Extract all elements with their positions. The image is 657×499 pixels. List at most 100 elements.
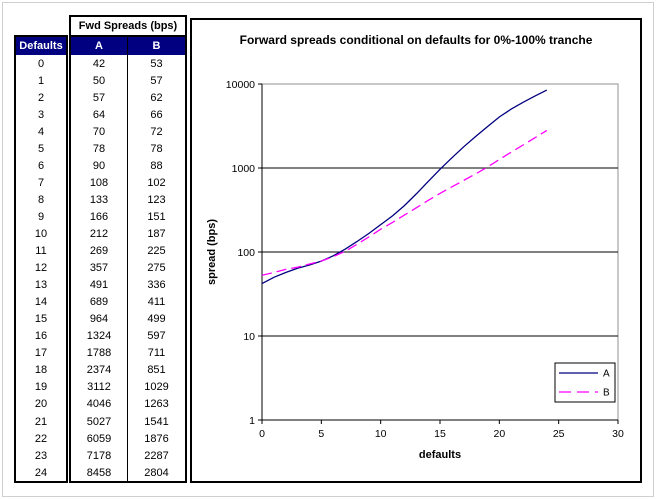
chart-title: Forward spreads conditional on defaults … [239,33,593,47]
table-cell-a: 42 [92,57,106,70]
x-tick-label: 0 [259,428,265,440]
table-cell-b: 499 [147,313,166,326]
table-cell-defaults: 22 [34,432,48,445]
table-cell-b: 57 [150,74,163,87]
table-cell-a: 1324 [86,330,112,343]
table-cell-defaults: 0 [37,57,45,70]
table-cell-defaults: 2 [37,91,45,104]
table-cell-b: 225 [147,245,166,258]
defaults-cells: 0 1 2 3 4 5 6 7 8 9 10 11 12 13 14 15 16 17 18 19 20 21 22 23 24 [16,55,66,481]
y-tick-label: 1 [249,415,255,427]
table-cell-a: 689 [89,296,109,309]
table-cell-a: 2374 [86,364,112,377]
table-cell-b: 1541 [144,415,169,428]
table-title: Fwd Spreads (bps) [69,15,187,37]
table-cell-b: 1876 [144,432,169,445]
table-cell-b: 711 [147,347,166,360]
table-cell-b: 187 [147,227,166,240]
table-cell-defaults: 12 [34,262,48,275]
defaults-column-header: Defaults [16,37,66,55]
column-b-header: B [128,37,185,55]
table-cell-a: 269 [89,245,109,258]
table-cell-a: 90 [92,159,106,172]
table-cell-defaults: 11 [35,245,47,258]
column-b-cells: 53 57 62 66 72 78 88 102 123 151 187 225 275 336 411 49… [128,55,185,481]
table-cell-a: 491 [89,279,109,292]
table-cell-a: 4046 [86,398,112,411]
plot-area-svg: 1 10 100 1000 10000 0 5 10 15 20 25 30 AB [226,79,624,440]
table-cell-defaults: 7 [37,176,45,189]
table-cell-defaults: 18 [34,364,48,377]
table-cell-b: 597 [147,330,166,343]
table-cell-defaults: 10 [34,227,48,240]
table-cell-b: 53 [150,57,163,70]
table-cell-defaults: 24 [34,466,48,479]
table-cell-b: 66 [150,108,163,121]
table-cell-defaults: 23 [34,449,48,462]
table-cell-a: 7178 [86,449,112,462]
series-B-line [261,129,548,276]
table-cell-a: 964 [89,313,109,326]
table-cell-defaults: 16 [34,330,48,343]
table-cell-defaults: 6 [37,159,45,172]
table-cell-b: 123 [147,193,166,206]
table-cell-a: 212 [89,227,109,240]
defaults-column: Defaults 0 1 2 3 4 5 6 7 8 9 10 11 12 13 14 15 16 17 18 19 2… [14,35,68,483]
table-cell-a: 1788 [86,347,112,360]
x-tick-label: 20 [493,428,505,440]
table-cell-defaults: 19 [34,381,48,394]
table-cell-a: 64 [92,108,106,121]
spreads-table: A 42 50 57 64 70 78 90 108 133 166 212 269 357 491 689… [69,35,187,483]
table-cell-defaults: 14 [34,296,48,309]
table-cell-b: 88 [150,159,163,172]
table-cell-defaults: 13 [34,279,48,292]
table-cell-a: 70 [92,125,106,138]
table-cell-a: 57 [92,91,106,104]
x-tick-label: 15 [434,428,446,440]
table-cell-a: 357 [89,262,109,275]
table-cell-b: 2287 [144,449,169,462]
table-cell-a: 133 [89,193,109,206]
table-cell-defaults: 4 [37,125,45,138]
x-tick-label: 30 [612,428,624,440]
column-a-header: A [71,37,127,55]
table-cell-a: 50 [92,74,106,87]
column-a-cells: 42 50 57 64 70 78 90 108 133 166 212 269 357 491 689 96… [71,55,127,481]
table-cell-b: 411 [147,296,166,309]
table-cell-defaults: 3 [37,108,45,121]
table-cell-b: 275 [147,262,166,275]
series-A-line [261,89,548,285]
x-tick-label: 10 [375,428,387,440]
column-b: B 53 57 62 66 72 78 88 102 123 151 187 225 275 336 411… [128,37,185,481]
legend-label-A: A [603,369,610,380]
table-cell-b: 102 [147,176,166,189]
y-tick-label: 10 [243,331,255,343]
y-tick-label: 10000 [226,79,255,91]
table-cell-b: 336 [147,279,166,292]
table-cell-b: 72 [150,125,163,138]
table-cell-defaults: 8 [37,193,45,206]
table-cell-b: 78 [150,142,163,155]
table-cell-a: 78 [92,142,106,155]
x-tick-label: 5 [318,428,324,440]
table-cell-defaults: 5 [37,142,45,155]
table-cell-defaults: 9 [37,210,45,223]
table-cell-b: 1029 [144,381,169,394]
table-cell-defaults: 1 [37,74,45,87]
x-axis-title: defaults [418,449,462,461]
y-tick-label: 1000 [232,163,256,175]
table-cell-a: 6059 [86,432,112,445]
forward-spreads-chart: Forward spreads conditional on defaults … [190,18,642,483]
y-tick-label: 100 [237,247,255,259]
table-cell-b: 1263 [144,398,169,411]
column-a: A 42 50 57 64 70 78 90 108 133 166 212 269 357 491 689… [71,37,128,481]
table-cell-a: 5027 [86,415,112,428]
table-cell-a: 3112 [87,381,111,394]
legend-box [554,362,616,403]
table-cell-a: 8458 [86,466,112,479]
table-cell-b: 2804 [144,466,169,479]
table-cell-b: 62 [150,91,163,104]
table-cell-defaults: 17 [34,347,48,360]
table-cell-defaults: 15 [34,313,48,326]
table-cell-a: 108 [89,176,109,189]
